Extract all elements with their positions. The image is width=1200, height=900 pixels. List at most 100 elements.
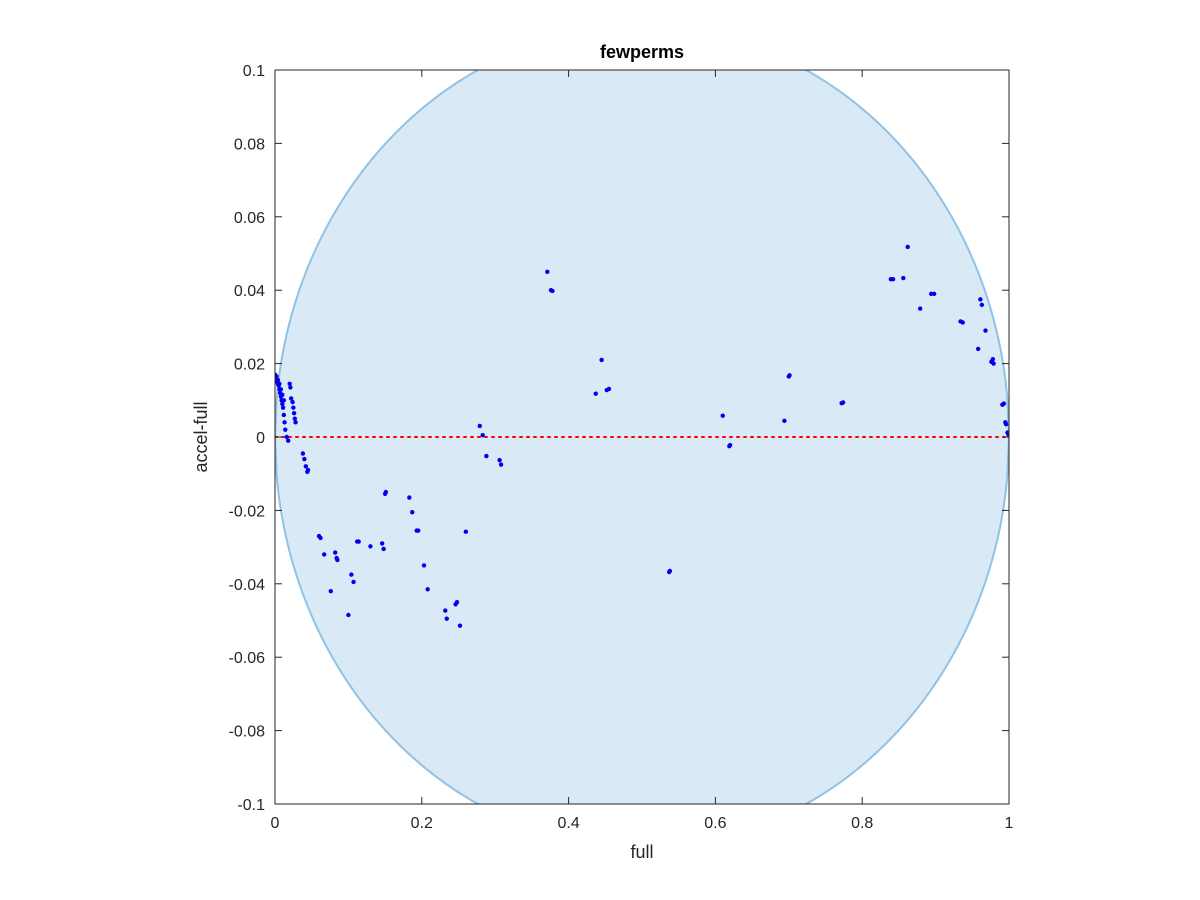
data-point	[890, 276, 896, 282]
data-point	[917, 306, 923, 311]
data-point	[288, 396, 294, 401]
data-point	[545, 269, 550, 275]
data-point	[318, 535, 323, 541]
data-point	[300, 451, 306, 456]
data-point	[593, 391, 598, 396]
axis-ticks: 0 0.2 0.4 0.6 0.8 1 -0.1 -0.08 -0.06 -0.04 -0.02 0 0…	[229, 63, 1014, 832]
data-point	[282, 420, 287, 425]
data-point	[454, 599, 460, 605]
data-point	[303, 464, 309, 469]
x-tick-label: 0.4	[557, 815, 579, 832]
y-tick-label: -0.02	[229, 503, 266, 520]
data-point	[280, 405, 286, 410]
data-point	[288, 385, 293, 390]
x-axis-label: full	[630, 842, 653, 862]
data-point	[667, 568, 673, 574]
data-point	[477, 423, 482, 429]
data-point	[497, 457, 502, 463]
data-point	[599, 357, 604, 363]
y-tick-label: 0.06	[234, 210, 265, 227]
data-point	[291, 405, 296, 410]
y-tick-label: -0.1	[237, 797, 265, 814]
data-point	[283, 427, 288, 432]
data-point	[983, 328, 988, 333]
x-tick-label: 0.6	[704, 815, 726, 832]
data-point	[463, 529, 469, 534]
y-tick-label: 0.04	[234, 283, 265, 300]
y-tick-label: 0.02	[234, 357, 265, 374]
data-point	[960, 320, 965, 325]
data-point	[905, 244, 910, 250]
data-point	[443, 608, 448, 613]
band-lower-edge	[275, 436, 1009, 804]
data-point	[457, 623, 463, 628]
data-point	[280, 401, 285, 407]
data-point	[280, 392, 285, 397]
chart-title: fewperms	[600, 42, 684, 62]
data-point	[281, 398, 287, 403]
x-tick-label: 0.2	[411, 815, 433, 832]
data-point	[291, 410, 297, 416]
data-point	[498, 462, 504, 467]
data-point	[349, 572, 354, 577]
data-point	[286, 438, 291, 443]
data-point	[480, 432, 485, 438]
data-point	[901, 275, 906, 281]
y-tick-label: 0.1	[243, 63, 265, 80]
y-axis-label: accel-full	[191, 401, 211, 472]
data-point	[368, 544, 373, 549]
band-upper-edge	[275, 70, 1009, 438]
data-point	[415, 528, 421, 533]
data-point	[284, 434, 289, 440]
data-point	[1003, 421, 1009, 427]
data-point	[991, 361, 996, 366]
data-point	[275, 377, 281, 383]
data-point	[787, 373, 792, 378]
data-point	[281, 412, 287, 418]
data-point	[421, 563, 427, 568]
data-point	[290, 399, 295, 405]
data-point	[328, 588, 333, 594]
x-tick-label: 0.8	[851, 815, 873, 832]
data-point	[1001, 401, 1007, 406]
data-point	[550, 288, 555, 294]
data-point	[978, 297, 983, 302]
data-point	[410, 510, 415, 515]
data-point	[840, 400, 846, 405]
data-point	[293, 420, 298, 425]
data-point	[720, 413, 725, 418]
data-point	[335, 557, 340, 563]
data-point	[379, 541, 385, 546]
data-point	[332, 550, 338, 555]
data-points	[275, 244, 1009, 628]
data-point	[292, 416, 298, 421]
data-point	[425, 587, 430, 592]
data-point	[321, 552, 327, 557]
data-point	[484, 453, 489, 459]
y-tick-label: 0.08	[234, 136, 265, 153]
y-tick-label: -0.04	[229, 577, 266, 594]
data-point	[606, 386, 612, 392]
data-point	[782, 418, 787, 424]
data-point	[727, 442, 733, 448]
data-point	[351, 579, 356, 585]
data-point	[278, 387, 284, 392]
data-point	[931, 291, 937, 297]
data-point	[287, 381, 292, 386]
data-point	[975, 346, 981, 352]
data-point	[381, 546, 386, 552]
data-point	[990, 357, 996, 362]
data-point	[979, 302, 985, 308]
data-point	[356, 539, 361, 544]
y-tick-label: -0.08	[229, 724, 266, 741]
data-point	[407, 495, 412, 500]
data-point	[305, 467, 311, 473]
data-point	[275, 374, 279, 379]
y-tick-label: -0.06	[229, 650, 266, 667]
y-tick-label: 0	[256, 430, 265, 447]
x-tick-label: 0	[271, 815, 280, 832]
data-point	[302, 456, 307, 462]
data-point	[383, 489, 389, 495]
x-tick-label: 1	[1005, 815, 1014, 832]
